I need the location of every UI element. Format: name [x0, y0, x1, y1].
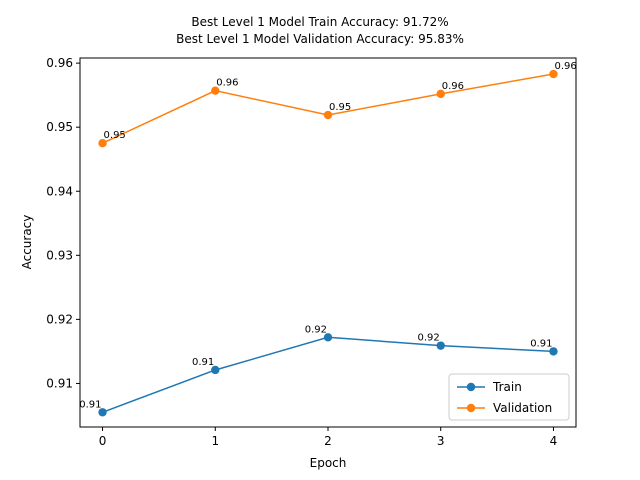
data-label-train: 0.92 — [417, 333, 439, 344]
legend-marker-validation — [466, 403, 476, 413]
y-tick-label: 0.93 — [46, 248, 73, 262]
data-point-train — [436, 341, 445, 350]
x-axis-label: Epoch — [310, 456, 347, 470]
x-tick-label: 1 — [211, 434, 219, 448]
series-layer: 0.91 0.91 0.92 0.92 0.91 0.95 0.96 0.95 0.96 0.96 — [79, 61, 577, 417]
data-point-train — [98, 408, 107, 417]
legend-marker-train — [466, 382, 476, 392]
data-point-validation — [549, 69, 558, 79]
legend-label-validation: Validation — [493, 401, 552, 415]
x-tick-label: 2 — [324, 434, 332, 448]
data-label-validation: 0.96 — [442, 81, 464, 92]
y-tick-label: 0.92 — [46, 312, 73, 326]
data-label-validation: 0.95 — [329, 102, 351, 113]
data-point-validation — [436, 89, 445, 99]
legend: Train Validation — [448, 373, 570, 421]
y-axis: 0.91 0.92 0.93 0.94 0.95 0.96 — [46, 56, 80, 390]
y-axis-label: Accuracy — [20, 215, 34, 270]
data-label-train: 0.91 — [79, 399, 101, 410]
chart-subtitle: Best Level 1 Model Validation Accuracy: … — [176, 32, 464, 46]
x-tick-label: 4 — [550, 434, 558, 448]
data-label-train: 0.91 — [192, 357, 214, 368]
data-point-train — [211, 365, 220, 375]
legend-label-train: Train — [492, 380, 522, 394]
x-tick-label: 3 — [437, 434, 445, 448]
data-point-validation — [323, 110, 333, 120]
y-tick-label: 0.91 — [46, 376, 73, 390]
data-label-train: 0.91 — [530, 338, 552, 349]
x-tick-label: 0 — [99, 434, 107, 448]
y-tick-label: 0.94 — [46, 184, 73, 198]
x-axis: 0 1 2 3 4 — [99, 427, 558, 448]
data-label-validation: 0.96 — [554, 61, 576, 72]
data-point-validation — [98, 139, 107, 148]
chart-title: Best Level 1 Model Train Accuracy: 91.72… — [191, 15, 448, 29]
data-label-validation: 0.96 — [216, 78, 238, 89]
data-label-train: 0.92 — [305, 324, 327, 335]
y-tick-label: 0.96 — [46, 56, 73, 70]
series-train: 0.91 0.91 0.92 0.92 0.91 — [79, 324, 558, 417]
data-label-validation: 0.95 — [104, 130, 126, 141]
series-line-validation — [102, 73, 554, 144]
y-tick-label: 0.95 — [46, 120, 73, 134]
data-point-validation — [211, 86, 220, 95]
series-validation: 0.95 0.96 0.95 0.96 0.96 — [98, 61, 577, 148]
data-point-train — [549, 347, 558, 356]
data-point-train — [323, 333, 333, 342]
